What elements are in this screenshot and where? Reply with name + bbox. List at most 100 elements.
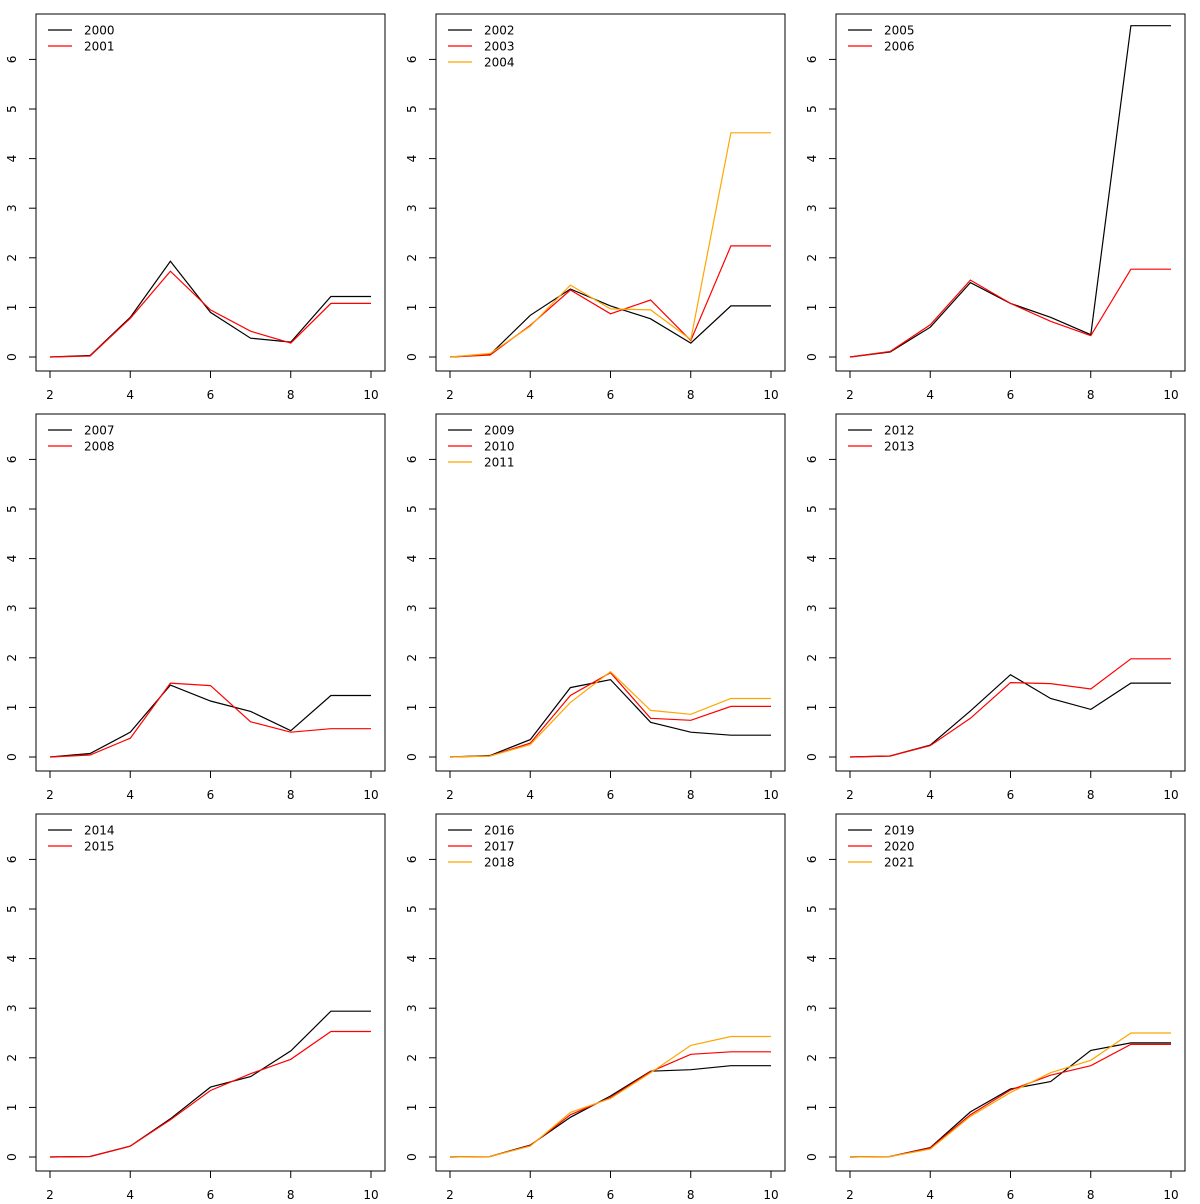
y-tick-label: 0 [805,1153,819,1161]
x-tick-label: 6 [1007,788,1015,802]
y-tick-label: 2 [805,1054,819,1062]
plot-frame [35,413,386,772]
y-tick-label: 0 [5,1153,19,1161]
x-tick-label: 8 [1087,1188,1095,1200]
x-tick-label: 8 [287,388,295,402]
chart-panel-9: 2 4 6 8 10 0 1 2 3 4 5 6 2019 2020 2021 [805,813,1186,1202]
series-line-2006 [849,268,1171,358]
x-tick-label: 10 [763,388,778,402]
x-tick-label: 6 [607,388,615,402]
legend-label: 2014 [84,824,115,838]
x-tick-label: 2 [446,788,454,802]
y-tick-label: 4 [805,155,819,163]
x-tick-label: 8 [287,788,295,802]
x-tick-label: 8 [687,1188,695,1200]
x-tick-label: 2 [46,788,54,802]
legend-label: 2012 [884,424,915,438]
legend-label: 2004 [484,56,515,70]
y-tick-label: 4 [805,555,819,563]
y-tick-label: 1 [5,1104,19,1112]
y-tick-label: 3 [805,1004,819,1012]
x-tick-label: 6 [207,788,215,802]
series-line-2020 [849,1043,1171,1158]
plot-frame [35,13,386,372]
y-tick-label: 0 [405,353,419,361]
y-tick-label: 0 [405,1153,419,1161]
y-tick-label: 2 [5,654,19,662]
x-tick-label: 10 [363,388,378,402]
x-tick-label: 2 [846,388,854,402]
y-tick-label: 6 [405,456,419,464]
x-tick-label: 6 [607,1188,615,1200]
y-tick-label: 3 [5,604,19,612]
series-line-2007 [49,684,371,758]
plot-frame [35,813,386,1172]
series-line-2005 [849,25,1171,358]
legend-label: 2019 [884,824,915,838]
y-tick-label: 5 [805,905,819,913]
x-tick-label: 4 [926,1188,934,1200]
y-tick-label: 2 [805,254,819,262]
x-tick-label: 8 [1087,788,1095,802]
y-tick-label: 5 [405,105,419,113]
y-tick-label: 4 [5,555,19,563]
y-tick-label: 4 [5,955,19,963]
y-tick-label: 0 [405,753,419,761]
y-tick-label: 2 [5,254,19,262]
y-tick-label: 5 [405,905,419,913]
y-tick-label: 6 [405,56,419,64]
plot-frame [835,13,1186,372]
x-tick-label: 10 [763,1188,778,1200]
legend-label: 2015 [84,840,115,854]
y-tick-label: 4 [405,555,419,563]
y-tick-label: 1 [5,704,19,712]
x-tick-label: 8 [287,1188,295,1200]
legend-label: 2000 [84,24,115,38]
series-line-2013 [849,658,1171,758]
x-tick-label: 10 [1163,388,1178,402]
y-tick-label: 5 [5,105,19,113]
x-tick-label: 2 [46,1188,54,1200]
chart-panel-8: 2 4 6 8 10 0 1 2 3 4 5 6 2016 2017 2018 [405,813,786,1202]
x-tick-label: 6 [207,1188,215,1200]
chart-panel-7: 2 4 6 8 10 0 1 2 3 4 5 6 2014 2015 [5,813,386,1202]
x-tick-label: 6 [207,388,215,402]
legend-label: 2013 [884,440,915,454]
y-tick-label: 3 [5,1004,19,1012]
x-tick-label: 6 [1007,1188,1015,1200]
x-tick-label: 4 [126,388,134,402]
x-tick-label: 4 [526,388,534,402]
x-tick-label: 4 [926,788,934,802]
legend-label: 2003 [484,40,515,54]
y-tick-label: 1 [805,1104,819,1112]
y-tick-label: 4 [405,955,419,963]
series-line-2016 [449,1065,771,1158]
series-line-2021 [849,1032,1171,1158]
x-tick-label: 2 [446,1188,454,1200]
chart-panel-6: 2 4 6 8 10 0 1 2 3 4 5 6 2012 2013 [805,413,1186,802]
y-tick-label: 1 [805,704,819,712]
x-tick-label: 6 [1007,388,1015,402]
y-tick-label: 2 [5,1054,19,1062]
series-line-2014 [49,1010,371,1158]
legend-label: 2001 [84,40,115,54]
y-tick-label: 3 [805,604,819,612]
y-tick-label: 0 [5,353,19,361]
y-tick-label: 5 [805,505,819,513]
x-tick-label: 4 [126,1188,134,1200]
series-line-2017 [449,1051,771,1158]
x-tick-label: 8 [687,388,695,402]
legend-label: 2007 [84,424,115,438]
y-tick-label: 3 [5,204,19,212]
y-tick-label: 2 [405,654,419,662]
x-tick-label: 4 [526,788,534,802]
chart-panel-3: 2 4 6 8 10 0 1 2 3 4 5 6 2005 2006 [805,13,1186,402]
y-tick-label: 5 [405,505,419,513]
y-tick-label: 3 [405,1004,419,1012]
y-tick-label: 2 [805,654,819,662]
y-tick-label: 6 [805,856,819,864]
legend-label: 2010 [484,440,515,454]
y-tick-label: 5 [805,105,819,113]
y-tick-label: 6 [5,56,19,64]
series-line-2008 [49,682,371,758]
